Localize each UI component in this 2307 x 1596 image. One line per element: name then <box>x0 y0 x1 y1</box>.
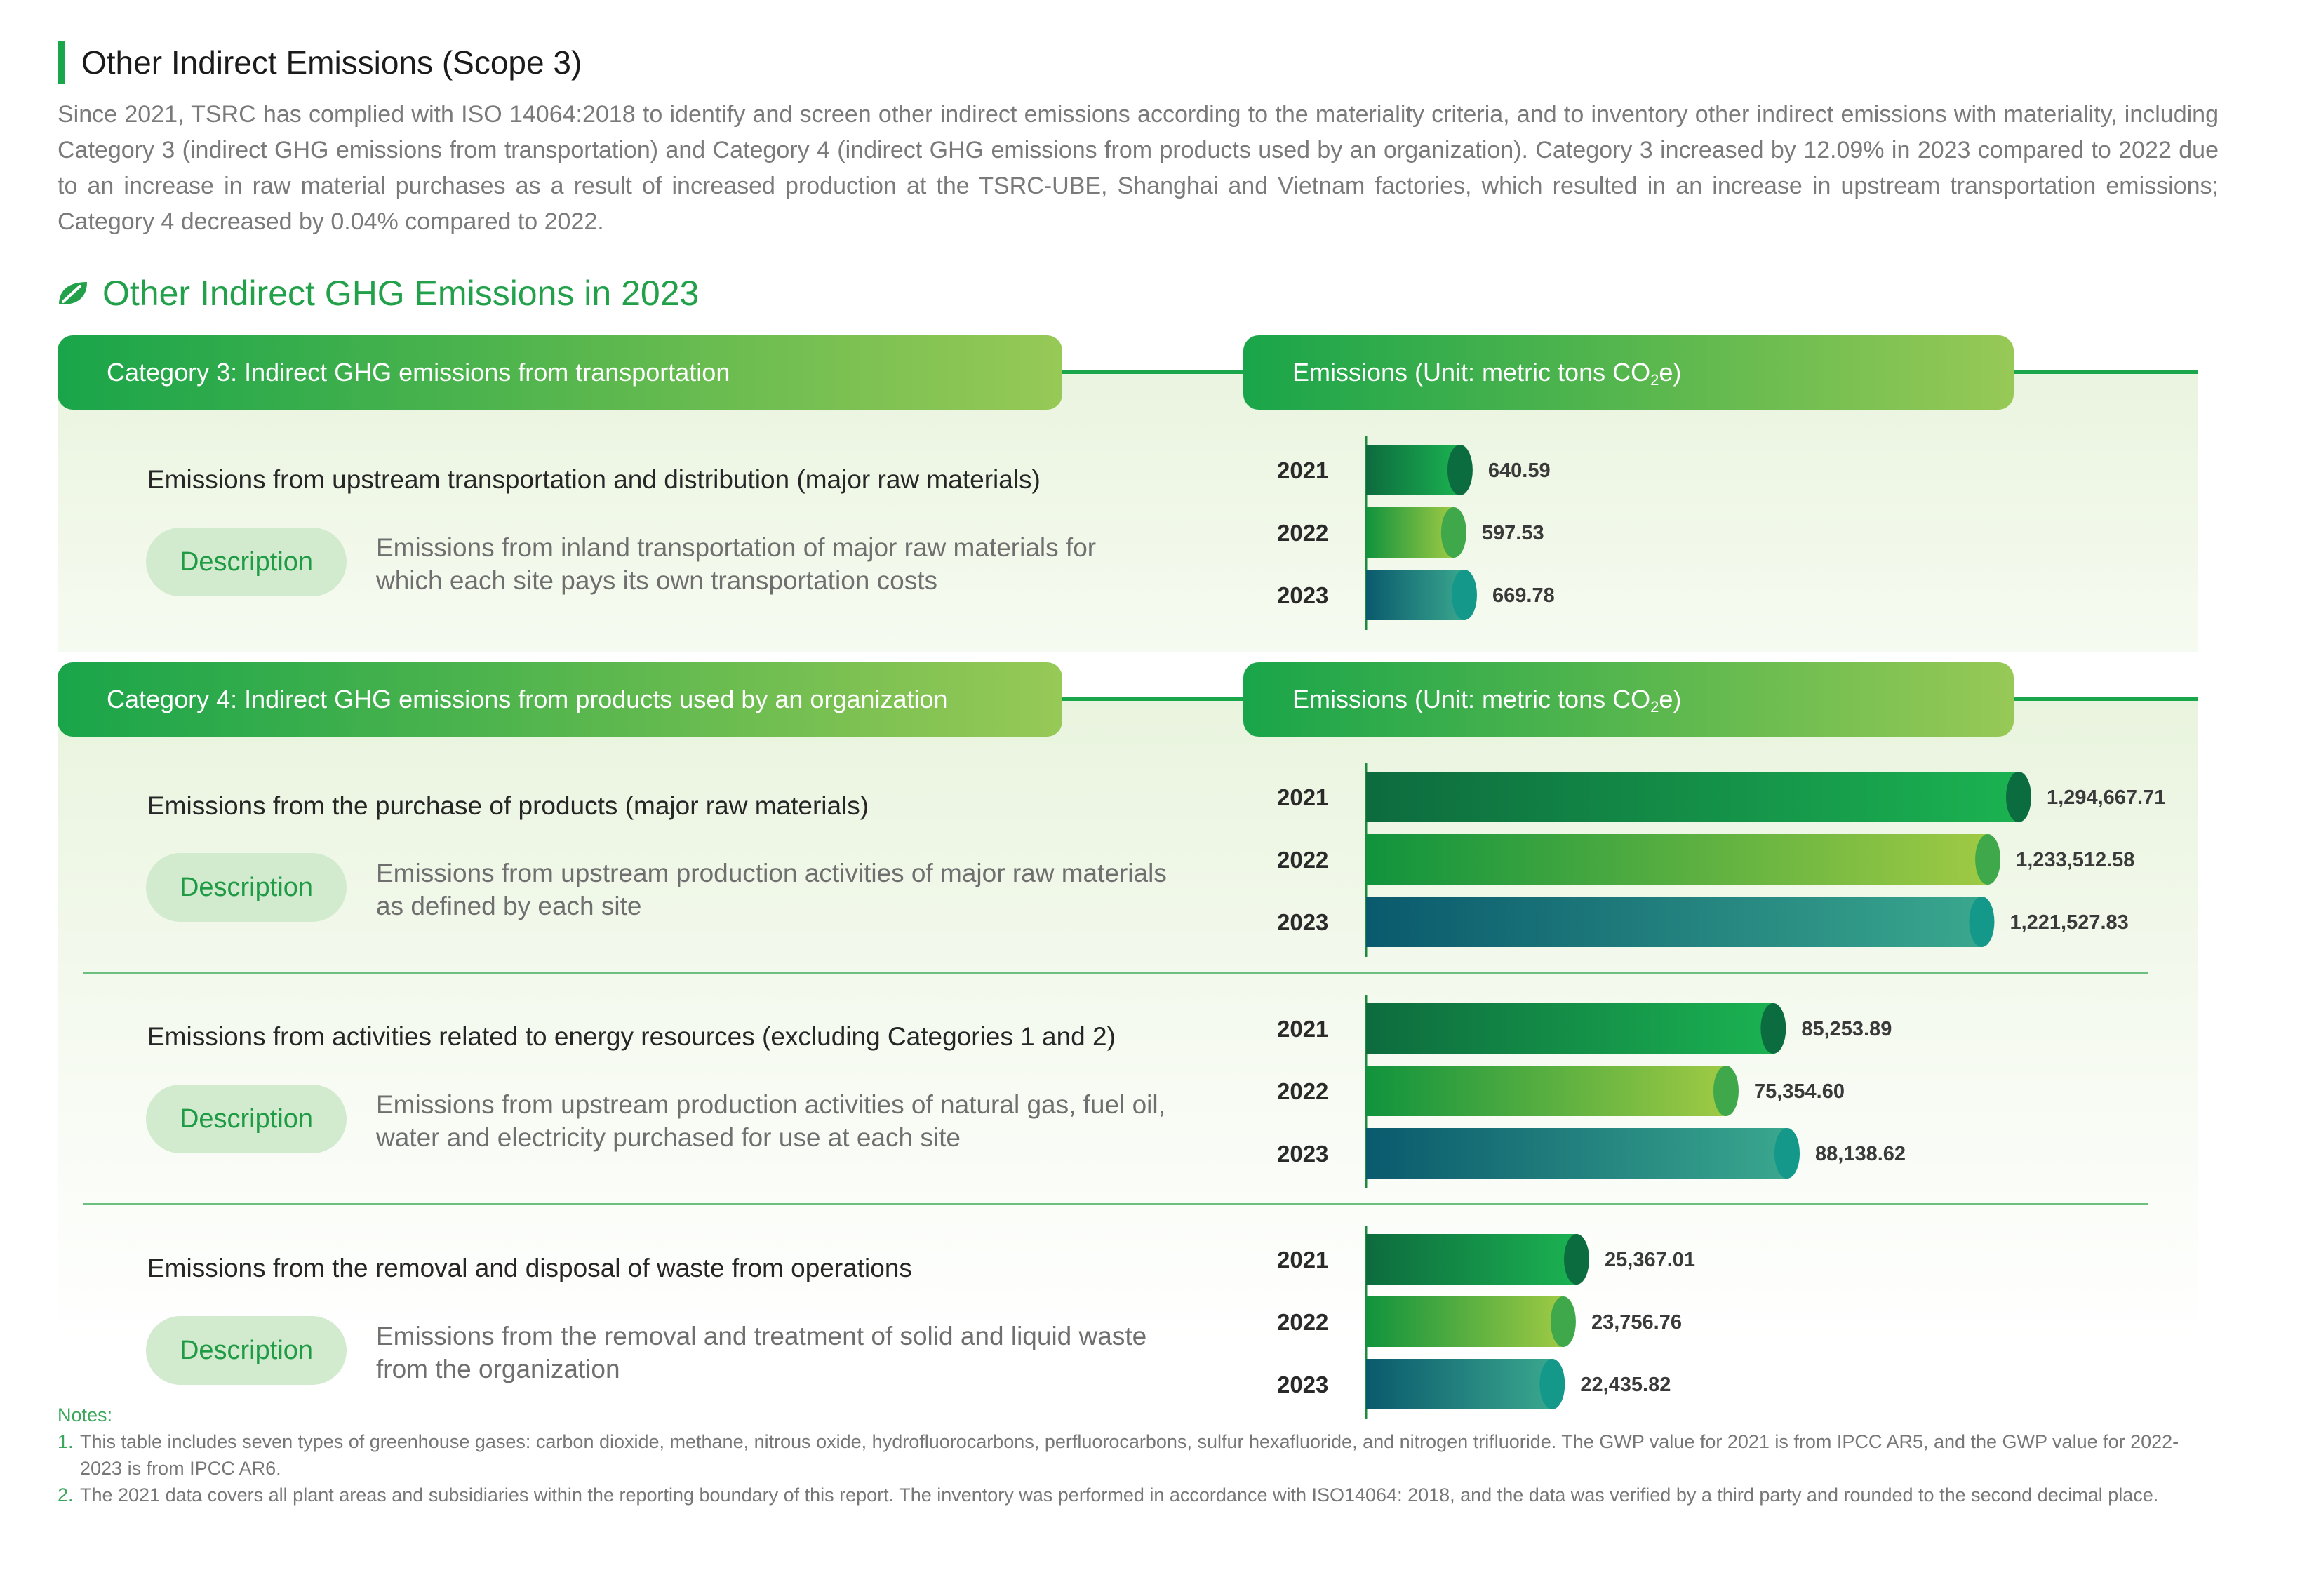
leaf-icon <box>59 282 87 304</box>
year-label: 2023 <box>1277 1372 1328 1397</box>
bar-2023 <box>1366 897 1982 947</box>
value-label: 1,233,512.58 <box>2016 849 2134 871</box>
unit-subscript: 2 <box>1650 698 1659 716</box>
bar-2022 <box>1366 507 1454 558</box>
emissions-unit-header: Emissions (Unit: metric tons CO2e) <box>1243 335 2014 410</box>
category-3-panel <box>58 372 2198 652</box>
year-label: 2021 <box>1277 457 1328 483</box>
value-label: 669.78 <box>1492 584 1555 607</box>
note-number: 1. <box>58 1431 74 1452</box>
header-connector-line <box>2007 370 2198 374</box>
page-title: Other Indirect Emissions (Scope 3) <box>81 44 582 81</box>
unit-prefix: Emissions (Unit: metric tons CO <box>1292 685 1651 713</box>
description-badge: Description <box>146 853 347 922</box>
chart-purchased-products: 2021 1,294,667.71 2022 1,233,512.58 2023 1,22… <box>1277 763 2165 957</box>
bar-2021 <box>1366 1003 1774 1054</box>
bar-2023 <box>1366 1128 1787 1179</box>
value-label: 25,367.01 <box>1605 1249 1695 1271</box>
section-heading: Other Indirect GHG Emissions in 2023 <box>102 274 700 313</box>
year-label: 2022 <box>1277 520 1328 546</box>
bar-2021 <box>1366 445 1460 495</box>
bar-cap <box>1550 1296 1576 1347</box>
bar-cap <box>1447 445 1473 495</box>
note-item: 2. The 2021 data covers all plant areas … <box>58 1482 2219 1508</box>
notes-title: Notes: <box>58 1404 113 1426</box>
item-title: Emissions from activities related to ene… <box>147 1022 1116 1051</box>
bar-cap <box>1713 1066 1739 1116</box>
note-item: 1. This table includes seven types of gr… <box>58 1428 2219 1482</box>
bar-cap <box>1564 1234 1589 1285</box>
bar-2022 <box>1366 1296 1563 1347</box>
description-text: Emissions from upstream production activ… <box>376 859 1167 920</box>
bar-cap <box>1969 897 1995 947</box>
notes: Notes: 1. This table includes seven type… <box>58 1402 2219 1508</box>
description-badge: Description <box>146 1316 347 1385</box>
description-text: Emissions from the removal and treatment… <box>376 1322 1147 1383</box>
description-badge: Description <box>146 528 347 596</box>
value-label: 640.59 <box>1488 460 1551 482</box>
value-label: 23,756.76 <box>1591 1311 1682 1334</box>
header-connector-line <box>1052 697 1256 701</box>
note-number: 2. <box>58 1484 74 1506</box>
bar-cap <box>1440 507 1466 558</box>
divider <box>83 1203 2148 1205</box>
item-title: Emissions from the purchase of products … <box>147 791 869 820</box>
year-label: 2022 <box>1277 847 1328 873</box>
bar-cap <box>1774 1128 1800 1179</box>
bar-cap <box>1539 1359 1565 1409</box>
intro-paragraph: Since 2021, TSRC has complied with ISO 1… <box>58 101 2219 235</box>
unit-suffix: e) <box>1659 685 1682 713</box>
bar-2022 <box>1366 834 1988 885</box>
note-text: This table includes seven types of green… <box>80 1431 2179 1479</box>
item-title: Emissions from upstream transportation a… <box>147 465 1041 494</box>
bar-cap <box>1452 570 1477 620</box>
bar-2023 <box>1366 570 1464 620</box>
value-label: 1,294,667.71 <box>2047 786 2165 809</box>
header-connector-line <box>1052 370 1256 374</box>
value-label: 75,354.60 <box>1754 1080 1845 1103</box>
divider <box>83 972 2148 974</box>
unit-subscript: 2 <box>1650 371 1659 389</box>
item-title: Emissions from the removal and disposal … <box>147 1254 912 1282</box>
category-3-header: Category 3: Indirect GHG emissions from … <box>58 335 1062 410</box>
value-label: 85,253.89 <box>1801 1018 1892 1040</box>
note-text: The 2021 data covers all plant areas and… <box>80 1484 2159 1506</box>
bar-cap <box>1975 834 2001 885</box>
bar-2021 <box>1366 772 2019 822</box>
year-label: 2023 <box>1277 1141 1328 1167</box>
value-label: 597.53 <box>1482 522 1544 544</box>
bar-cap <box>2006 772 2031 822</box>
year-label: 2022 <box>1277 1309 1328 1335</box>
value-label: 88,138.62 <box>1815 1143 1906 1165</box>
bar-2023 <box>1366 1359 1553 1409</box>
year-label: 2022 <box>1277 1078 1328 1104</box>
bar-cap <box>1760 1003 1786 1054</box>
bar-2022 <box>1366 1066 1726 1116</box>
year-label: 2021 <box>1277 1016 1328 1042</box>
description-badge: Description <box>146 1085 347 1153</box>
description-text: Emissions from upstream production activ… <box>376 1090 1165 1152</box>
year-label: 2023 <box>1277 909 1328 935</box>
emissions-unit-header: Emissions (Unit: metric tons CO2e) <box>1243 662 2014 737</box>
bar-2021 <box>1366 1234 1577 1285</box>
value-label: 22,435.82 <box>1580 1374 1671 1396</box>
year-label: 2021 <box>1277 784 1328 810</box>
unit-prefix: Emissions (Unit: metric tons CO <box>1292 358 1651 387</box>
chart-waste-disposal: 2021 25,367.01 2022 23,756.76 2023 22,435.82 <box>1277 1226 2147 1419</box>
year-label: 2023 <box>1277 582 1328 608</box>
value-label: 1,221,527.83 <box>2010 911 2128 934</box>
chart-transportation: 2021 640.59 2022 597.53 2023 669.78 <box>1277 436 2147 630</box>
header-connector-line <box>2007 697 2198 701</box>
title-accent-bar <box>58 41 65 84</box>
year-label: 2021 <box>1277 1247 1328 1273</box>
chart-energy-resources: 2021 85,253.89 2022 75,354.60 2023 88,138.62 <box>1277 995 2147 1188</box>
category-4-header: Category 4: Indirect GHG emissions from … <box>58 662 1062 737</box>
description-text: Emissions from inland transportation of … <box>376 533 1097 595</box>
unit-suffix: e) <box>1659 358 1682 387</box>
